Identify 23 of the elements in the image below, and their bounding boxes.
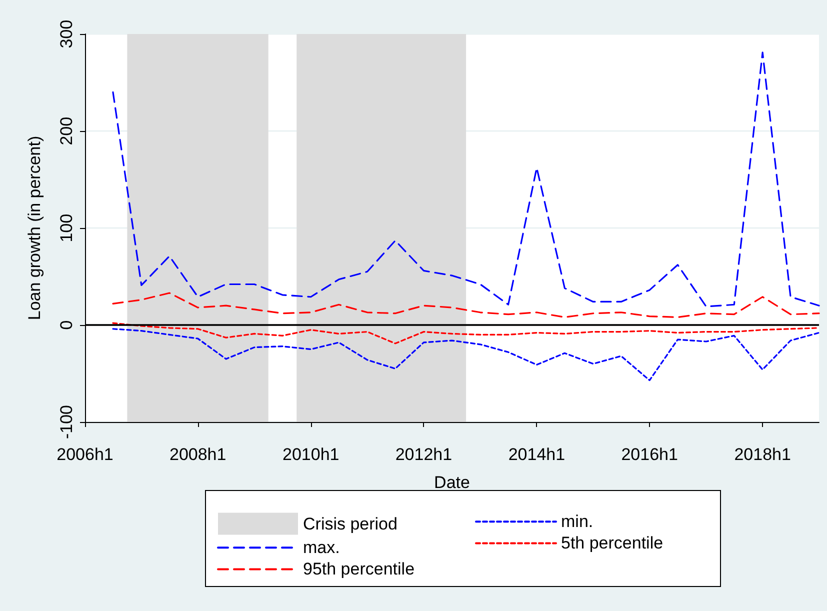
x-tick-label: 2008h1 [169,445,226,464]
x-tick-label: 2012h1 [395,445,452,464]
line-series [112,292,820,318]
legend-label: min. [561,512,594,532]
x-tick-label: 2006h1 [56,445,114,464]
legend-label: 5th percentile [561,534,664,553]
legend-label: Crisis period [303,514,398,534]
y-tick-label: 0 [57,320,76,330]
y-tick-label: 300 [57,20,76,48]
x-axis-title: Date [434,473,470,492]
x-tick-label: 2016h1 [621,445,678,464]
y-tick-label: 200 [57,116,76,146]
legend-label: 95th percentile [303,560,415,579]
x-tick-label: 2018h1 [734,445,791,464]
legend-label: max. [303,538,340,558]
y-tick-label: -100 [57,404,76,440]
line-series [112,322,820,344]
x-tick-label: 2014h1 [508,445,566,464]
x-tick-label: 2010h1 [282,445,340,464]
line-series [112,328,820,382]
y-tick-label: 100 [57,214,76,242]
y-axis-title: Loan growth (in percent) [25,136,44,320]
line-series [112,52,820,308]
